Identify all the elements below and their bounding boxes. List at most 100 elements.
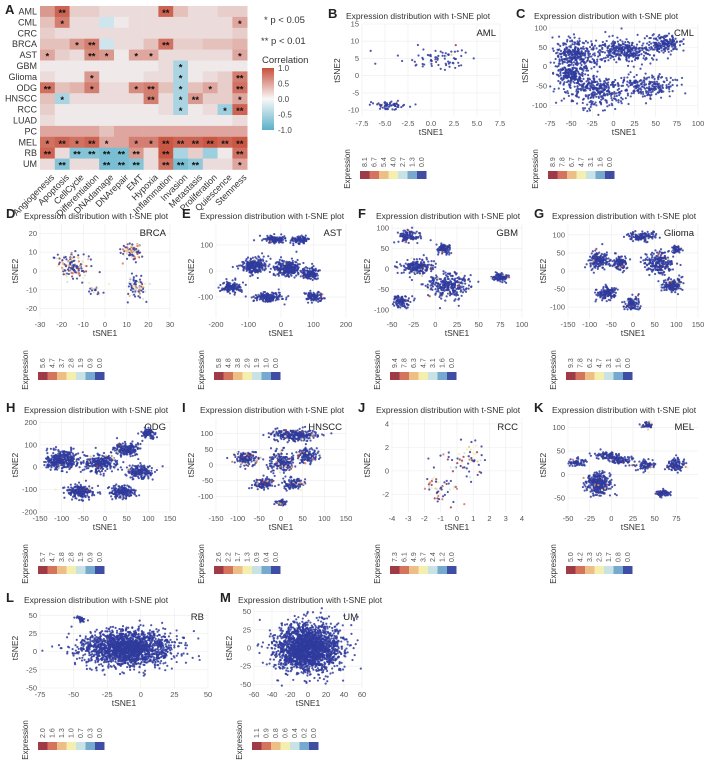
data-point [552,49,555,52]
heatmap-cell [173,27,189,39]
heatmap-cell [69,147,85,159]
heatmap-cell [188,125,204,138]
data-point [281,270,284,273]
x-tick-label: -200 [208,320,223,329]
data-point [599,101,603,105]
data-point [445,288,448,291]
data-point [74,249,77,253]
data-point [287,266,290,269]
data-point [579,55,582,58]
data-point [657,91,660,94]
data-point [649,62,652,65]
legend-swatch [214,372,224,380]
data-point [299,275,302,278]
data-point [652,33,655,36]
data-point [71,277,75,280]
data-point [126,252,129,255]
significance-mark: ** [147,84,155,95]
heatmap-cell [84,27,100,39]
x-tick-label: -20 [56,320,67,329]
data-point [121,248,125,251]
data-point [574,70,577,73]
data-point [90,264,93,268]
significance-mark: ** [73,150,81,161]
data-point [593,52,596,55]
data-point [435,278,439,281]
data-point [571,43,574,46]
heatmap-cell [40,136,56,148]
heatmap-cell [232,104,248,116]
data-point [593,61,596,65]
legend-swatch [576,171,586,179]
panel-title: Expression distribution with t-SNE plot [24,211,169,221]
data-point [263,290,267,294]
data-point [646,90,649,93]
data-point [589,89,592,92]
heatmap-cell [173,158,189,170]
data-point [655,232,658,236]
legend-tick: 9.4 [392,358,399,368]
data-point [309,277,312,281]
data-point [645,78,648,81]
data-point [569,81,572,84]
data-point [426,53,429,57]
data-point [574,63,577,66]
data-point [428,295,431,298]
data-point [460,294,463,297]
data-point [601,40,604,44]
data-point [314,298,318,301]
data-point [71,272,74,275]
heatmap-cell [158,71,174,83]
data-point [381,106,384,109]
data-point [579,77,582,80]
data-point [283,262,286,265]
data-point [564,53,567,56]
data-point [577,48,580,51]
data-point [617,84,620,87]
legend-swatch [417,171,427,179]
data-point [662,36,665,39]
data-point [256,276,259,280]
data-point [644,83,648,86]
data-point [460,64,463,67]
scatter-panel-B: B Expression distribution with t-SNE plot… [328,6,505,189]
data-point [413,258,416,261]
data-point [426,286,430,289]
data-point [438,306,442,310]
data-point [662,41,665,44]
heatmap-cell [40,125,56,138]
data-point [407,297,410,300]
data-point [586,41,589,44]
data-point [621,42,624,46]
data-point [287,270,290,273]
data-point [581,59,584,63]
data-point [123,254,126,257]
data-point [644,102,648,105]
significance-mark: * [134,52,138,63]
heatmap-cell [202,71,218,83]
data-point [568,60,571,63]
data-point [641,81,644,84]
data-point [411,237,414,240]
data-point [657,35,660,38]
data-point [588,52,592,55]
data-point [598,51,601,55]
data-point [605,86,608,89]
heatmap-cell [188,6,204,18]
data-point [577,96,580,99]
x-tick-label: -25 [587,119,598,128]
data-point [623,47,626,50]
data-point [408,236,412,239]
heatmap-cell [217,125,233,138]
heatmap-cell [54,136,70,148]
y-tick-label: 0 [561,267,565,276]
data-point [397,105,400,109]
data-point [624,40,627,44]
data-point [292,263,296,267]
heatmap-cell [202,147,218,159]
data-point [234,277,237,280]
data-point [434,288,437,291]
significance-mark: ** [236,150,244,161]
x-tick-label: -30 [35,320,46,329]
colorbar-tick: -0.5 [278,111,292,120]
